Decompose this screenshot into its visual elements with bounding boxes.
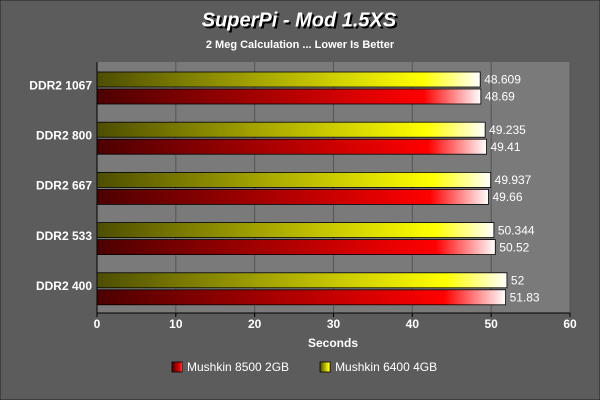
value-label: 48.609 [484,73,521,87]
bar [96,121,486,138]
value-label: 49.235 [489,123,526,137]
bar [96,188,489,205]
x-tick-label: 20 [248,317,262,331]
bar [96,171,492,188]
legend-label: Mushkin 6400 4GB [335,360,437,374]
value-label: 51.83 [510,290,540,304]
bar [96,88,482,105]
x-tick-label: 30 [327,317,341,331]
chart-subtitle: 2 Meg Calculation ... Lower Is Better [206,39,395,51]
legend-label: Mushkin 8500 2GB [187,360,289,374]
value-label: 49.937 [495,173,532,187]
bar [96,272,508,289]
bar [96,222,495,239]
y-tick-label: DDR2 1067 [29,78,92,92]
legend-swatch [171,361,183,373]
value-label: 50.52 [499,240,529,254]
x-tick-label: 10 [169,317,183,331]
value-label: 48.69 [485,90,515,104]
chart-title-shadow: SuperPi - Mod 1.5XS [204,11,399,33]
y-tick-label: DDR2 400 [36,279,92,293]
value-label: 49.41 [491,140,521,154]
y-tick-label: DDR2 533 [36,229,92,243]
x-tick-label: 60 [563,317,577,331]
x-tick-label: 0 [94,317,101,331]
value-label: 52 [511,273,525,287]
x-tick-label: 40 [406,317,420,331]
legend-swatch [319,361,331,373]
y-tick-label: DDR2 667 [36,179,92,193]
value-label: 49.66 [492,190,522,204]
bar [96,138,487,155]
chart-title: SuperPi - Mod 1.5XS [202,9,397,31]
bar [96,239,496,256]
bar [96,71,481,88]
y-tick-label: DDR2 800 [36,128,92,142]
bar [96,289,506,306]
x-tick-label: 50 [484,317,498,331]
x-axis-label: Seconds [308,336,358,350]
value-label: 50.344 [498,223,535,237]
